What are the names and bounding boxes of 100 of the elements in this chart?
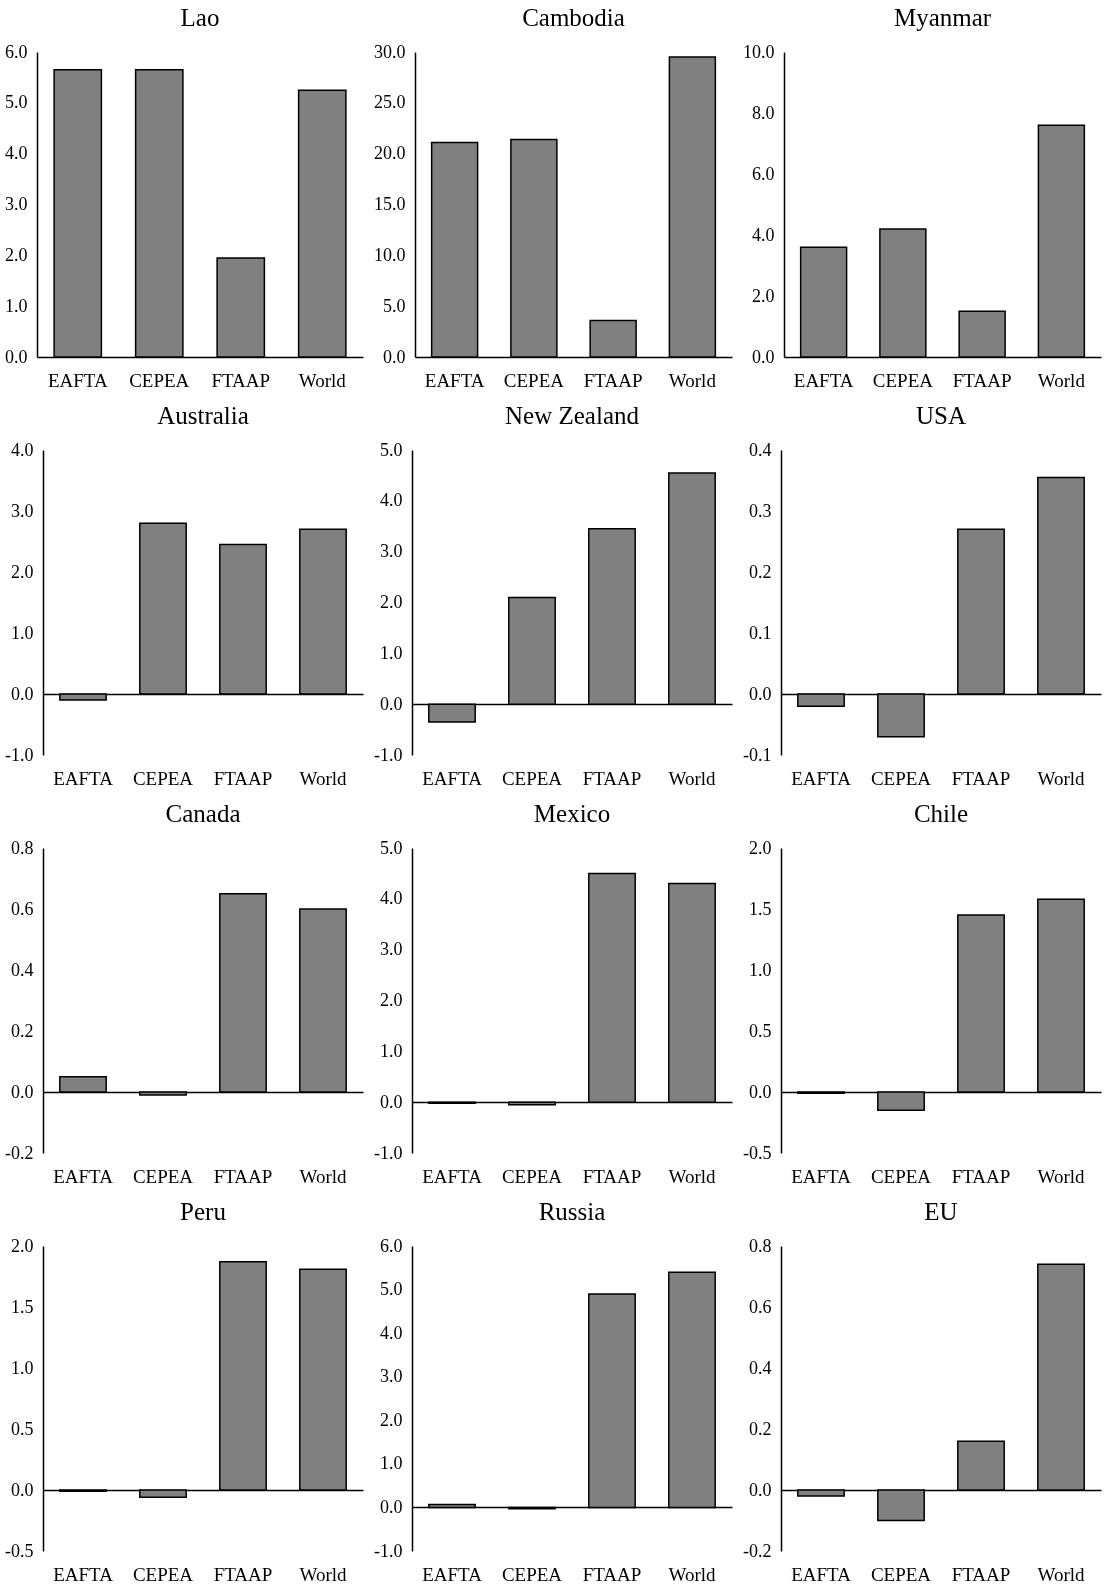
y-tick-label: 0.6 — [749, 1296, 772, 1317]
x-tick-label: World — [1037, 369, 1086, 391]
y-tick-label: 5.0 — [380, 439, 403, 460]
y-tick-label: 2.0 — [380, 990, 403, 1010]
y-tick-label: 0.5 — [11, 1418, 34, 1439]
x-tick-label: CEPEA — [870, 1165, 932, 1187]
y-tick-label: 4.0 — [380, 1322, 403, 1343]
y-tick-label: 5.0 — [380, 837, 403, 858]
y-tick-label: 0.0 — [752, 346, 775, 367]
x-tick-label: EAFTA — [422, 767, 483, 789]
y-tick-label: 0.2 — [749, 1418, 772, 1439]
y-tick-label: 1.0 — [11, 622, 34, 643]
chart-title: Lao — [180, 4, 220, 31]
y-tick-label: 0.2 — [749, 561, 772, 582]
x-tick-label: FTAAP — [951, 1563, 1011, 1585]
y-tick-label: 0.0 — [11, 1479, 34, 1500]
y-tick-label: 3.0 — [11, 500, 34, 521]
y-tick-label: 0.2 — [11, 1020, 34, 1041]
y-tick-label: -0.5 — [5, 1540, 34, 1561]
y-tick-label: -1.0 — [374, 1142, 403, 1163]
x-tick-label: EAFTA — [793, 369, 854, 391]
x-tick-label: FTAAP — [951, 1165, 1011, 1187]
y-tick-label: 30.0 — [374, 41, 406, 62]
y-tick-label: 0.8 — [749, 1235, 772, 1256]
chart-title: Chile — [913, 800, 969, 827]
x-tick-label: FTAAP — [213, 1563, 273, 1585]
x-tick-label: FTAAP — [582, 1563, 642, 1585]
y-tick-label: 2.0 — [749, 837, 772, 858]
y-tick-label: 0.0 — [383, 346, 406, 367]
x-tick-label: EAFTA — [53, 1165, 114, 1187]
y-tick-label: 6.0 — [752, 163, 775, 184]
x-tick-label: CEPEA — [501, 767, 563, 789]
x-tick-label: World — [299, 1563, 347, 1585]
y-tick-label: 6.0 — [5, 41, 28, 62]
x-tick-label: EAFTA — [53, 767, 114, 789]
y-tick-label: 15.0 — [374, 194, 406, 214]
y-tick-label: 4.0 — [11, 439, 34, 460]
x-tick-label: EAFTA — [424, 369, 485, 391]
y-tick-label: 0.0 — [749, 683, 772, 704]
y-tick-label: 2.0 — [5, 244, 28, 265]
y-tick-label: 25.0 — [374, 92, 406, 113]
x-tick-label: CEPEA — [132, 1563, 194, 1585]
x-tick-label: EAFTA — [791, 1165, 852, 1187]
x-tick-label: CEPEA — [503, 369, 565, 391]
y-tick-label: 0.8 — [11, 837, 34, 858]
y-tick-label: -0.1 — [743, 744, 772, 765]
y-tick-label: -0.2 — [5, 1142, 34, 1163]
x-tick-label: FTAAP — [211, 369, 271, 391]
x-tick-label: World — [1037, 1563, 1085, 1585]
x-tick-label: World — [668, 1165, 716, 1187]
x-tick-label: CEPEA — [870, 767, 932, 789]
x-tick-label: FTAAP — [582, 767, 642, 789]
y-tick-label: -0.2 — [743, 1540, 772, 1561]
x-tick-label: CEPEA — [870, 1563, 932, 1585]
x-tick-label: World — [668, 1563, 716, 1585]
x-tick-label: World — [1037, 767, 1085, 789]
y-tick-label: 2.0 — [752, 285, 775, 306]
chart-title: Mexico — [533, 800, 611, 827]
y-tick-label: 0.3 — [749, 500, 772, 521]
y-tick-label: 4.0 — [752, 224, 775, 245]
y-tick-label: 3.0 — [5, 194, 28, 214]
y-tick-label: 0.0 — [749, 1479, 772, 1500]
x-tick-label: FTAAP — [213, 1165, 273, 1187]
y-tick-label: 2.0 — [11, 1235, 34, 1256]
y-tick-label: 0.4 — [749, 1357, 772, 1378]
y-tick-label: 0.0 — [380, 693, 403, 714]
y-tick-label: 1.0 — [380, 642, 403, 663]
y-tick-label: -1.0 — [374, 1540, 403, 1561]
y-tick-label: 2.0 — [11, 561, 34, 582]
y-tick-label: 3.0 — [380, 939, 403, 960]
chart-title: New Zealand — [505, 402, 640, 429]
x-tick-label: EAFTA — [422, 1165, 483, 1187]
chart-title: Cambodia — [522, 4, 625, 31]
x-tick-label: FTAAP — [951, 767, 1011, 789]
x-tick-label: World — [299, 767, 347, 789]
chart-title: Canada — [165, 800, 241, 827]
y-tick-label: 1.0 — [5, 295, 28, 316]
y-tick-label: 5.0 — [383, 295, 406, 316]
y-tick-label: 2.0 — [380, 1409, 403, 1430]
y-tick-label: 10.0 — [743, 41, 775, 62]
y-tick-label: 2.0 — [380, 592, 403, 612]
y-tick-label: 0.1 — [749, 622, 772, 643]
x-tick-label: World — [298, 369, 347, 391]
chart-title: EU — [924, 1198, 958, 1225]
x-tick-label: EAFTA — [47, 369, 108, 391]
y-tick-label: 5.0 — [5, 92, 28, 113]
y-tick-label: 3.0 — [380, 541, 403, 562]
y-tick-label: 1.5 — [11, 1296, 34, 1317]
y-tick-label: 1.5 — [749, 898, 772, 919]
chart-title: Australia — [157, 402, 249, 429]
x-tick-label: CEPEA — [132, 767, 194, 789]
y-tick-label: 4.0 — [380, 888, 403, 909]
x-tick-label: CEPEA — [501, 1165, 563, 1187]
y-tick-label: 1.0 — [380, 1040, 403, 1061]
y-tick-label: 20.0 — [374, 143, 406, 164]
y-tick-label: 1.0 — [749, 959, 772, 980]
y-tick-label: 0.0 — [5, 346, 28, 367]
y-tick-label: 4.0 — [380, 490, 403, 511]
x-tick-label: EAFTA — [791, 767, 852, 789]
y-tick-label: 0.4 — [11, 959, 34, 980]
